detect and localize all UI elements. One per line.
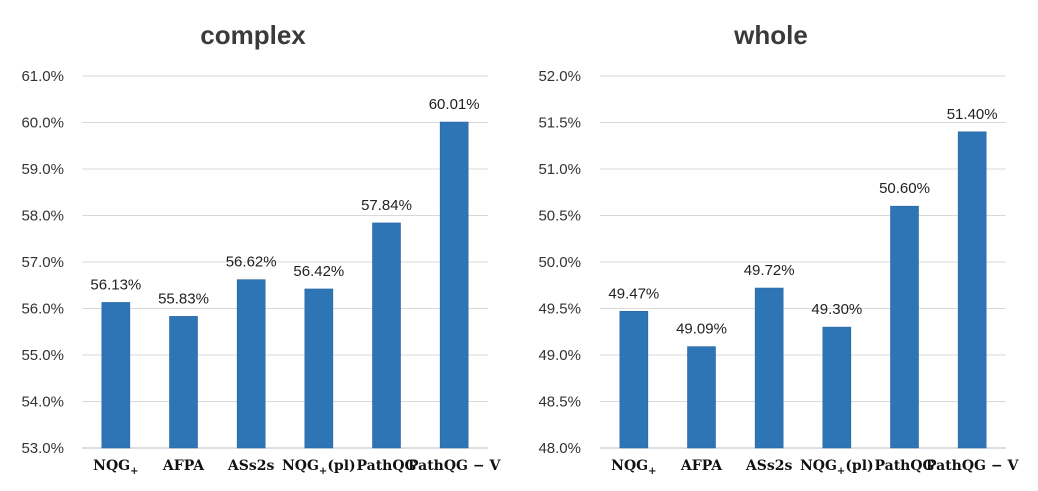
data-label: 49.47% (608, 285, 659, 302)
y-tick-label: 59.0% (21, 161, 64, 178)
data-label: 51.40% (947, 106, 998, 123)
chart-panel-whole: whole 48.0% 48.5% 49.0% 49.5% 50.0% 50.5% 51.0%… (538, 20, 1019, 477)
y-tick-label: 49.0% (538, 347, 581, 364)
x-tick-label: PathQG − V (926, 458, 1019, 474)
bar (957, 131, 987, 449)
y-tick-label: 61.0% (21, 68, 64, 85)
chart-panel-complex: complex 53.0% 54.0% 55.0% 56.0% 57.0% 58.0% 59.… (21, 20, 501, 477)
y-tick-label: 57.0% (21, 254, 64, 271)
bar (619, 310, 649, 449)
x-tick-label: AFPA (680, 458, 723, 474)
y-tick-label: 48.5% (538, 394, 581, 411)
bar (687, 346, 716, 449)
y-tick-label: 54.0% (21, 394, 64, 411)
bar (890, 205, 919, 449)
y-tick-label: 55.0% (21, 347, 64, 364)
chart-title: whole (733, 20, 808, 50)
data-label: 60.01% (429, 96, 480, 113)
bar (236, 279, 266, 449)
y-tick-label: 51.0% (538, 161, 581, 178)
y-tick-label: 60.0% (21, 115, 64, 132)
bar (372, 222, 401, 449)
x-tick-label: NQG+ (93, 458, 138, 477)
x-tick-label: NQG+(pl) (282, 458, 356, 477)
x-tick-label: NQG+(pl) (800, 458, 874, 477)
bar (822, 326, 852, 449)
data-label: 49.30% (811, 301, 862, 318)
x-tick-label: NQG+ (611, 458, 656, 477)
x-tick-label: ASs2s (745, 458, 793, 474)
data-label: 50.60% (879, 180, 930, 197)
data-label: 56.62% (226, 254, 277, 271)
y-tick-label: 50.5% (538, 208, 581, 225)
chart-title: complex (200, 20, 306, 50)
bar (439, 121, 469, 449)
y-tick-label: 48.0% (538, 440, 581, 457)
bar (754, 287, 784, 449)
data-label: 55.83% (158, 290, 209, 307)
data-label: 49.09% (676, 321, 727, 338)
x-tick-label: ASs2s (227, 458, 275, 474)
x-tick-label: PathQG (874, 458, 934, 474)
data-label: 49.72% (744, 262, 795, 279)
y-tick-label: 49.5% (538, 301, 581, 318)
y-tick-label: 52.0% (538, 68, 581, 85)
x-tick-label: PathQG − V (408, 458, 501, 474)
y-tick-label: 50.0% (538, 254, 581, 271)
y-tick-label: 51.5% (538, 115, 581, 132)
y-tick-label: 58.0% (21, 208, 64, 225)
x-tick-label: PathQG (356, 458, 416, 474)
data-label: 56.13% (90, 276, 141, 293)
y-tick-label: 56.0% (21, 301, 64, 318)
x-tick-label: AFPA (162, 458, 205, 474)
bar (101, 302, 131, 449)
bar (169, 316, 198, 449)
data-label: 56.42% (293, 263, 344, 280)
y-tick-label: 53.0% (21, 440, 64, 457)
data-label: 57.84% (361, 197, 412, 214)
bar (304, 288, 334, 449)
